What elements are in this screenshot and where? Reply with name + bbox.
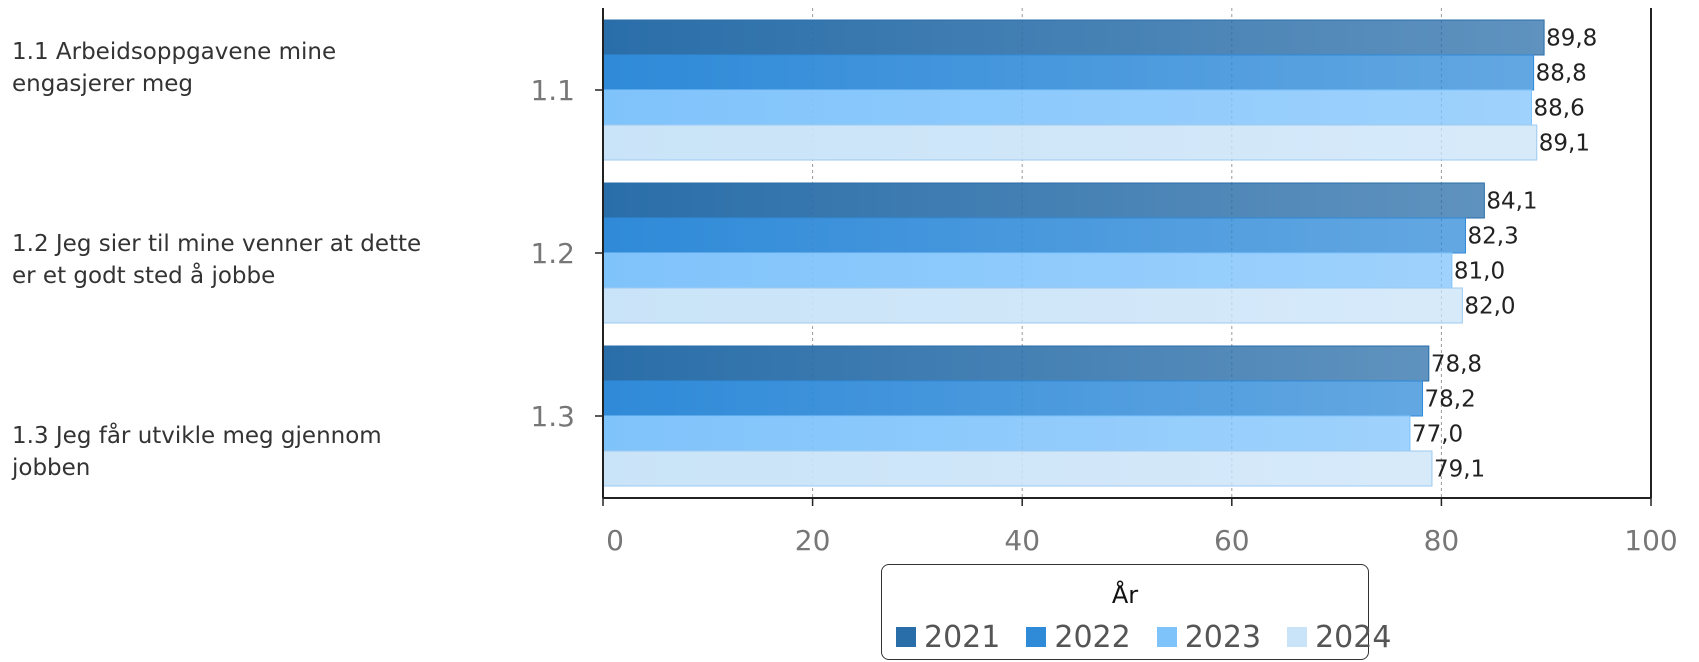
value-label-1.3-2021: 78,8: [1431, 352, 1482, 378]
x-tick-80: 80: [1424, 524, 1460, 557]
value-label-1.1-2024: 89,1: [1539, 131, 1590, 157]
legend-items: 2021 2022 2023 2024: [896, 617, 1391, 657]
value-label-1.1-2021: 89,8: [1546, 26, 1597, 52]
x-tick-0: 0: [606, 524, 624, 557]
x-tick-40: 40: [1004, 524, 1040, 557]
legend-item-2023: 2023: [1156, 619, 1262, 655]
question-labels: 1.1 Arbeidsoppgavene mine engasjerer meg…: [0, 0, 480, 662]
value-label-1.2-2023: 81,0: [1454, 259, 1505, 285]
bar-1.3-2024: [602, 450, 1433, 487]
category-label-1.1: 1.1: [530, 74, 575, 107]
category-label-1.2: 1.2: [530, 237, 575, 270]
legend-item-2021: 2021: [896, 620, 1000, 655]
bar-1.2-2021: [602, 182, 1485, 219]
value-label-1.2-2024: 82,0: [1464, 294, 1515, 320]
bar-1.1-2021: [602, 19, 1545, 56]
bars: [602, 19, 1545, 487]
value-label-1.2-2021: 84,1: [1486, 189, 1537, 215]
bar-1.3-2021: [602, 345, 1430, 382]
question-label-1-1: 1.1 Arbeidsoppgavene mine engasjerer meg: [12, 39, 337, 97]
legend-swatch-2023: [1156, 627, 1177, 647]
bar-1.2-2024: [602, 287, 1463, 324]
legend-label-2024: 2024: [1315, 619, 1392, 655]
legend-label-2022: 2022: [1054, 619, 1131, 655]
value-label-1.3-2022: 78,2: [1425, 387, 1476, 413]
axes: [595, 8, 1652, 506]
legend-swatch-2022: [1026, 627, 1047, 647]
bar-1.2-2022: [602, 217, 1467, 254]
legend-item-2024: 2024: [1287, 620, 1391, 655]
category-label-1.3: 1.3: [530, 400, 575, 433]
bar-1.2-2023: [602, 252, 1453, 289]
bar-1.3-2023: [602, 415, 1411, 452]
legend-label-2023: 2023: [1184, 619, 1262, 655]
category-labels: 1.1 1.2 1.3: [530, 74, 575, 433]
bar-1.1-2022: [602, 54, 1535, 91]
bar-1.1-2023: [602, 89, 1533, 126]
x-tick-20: 20: [795, 524, 831, 557]
x-tick-labels: 0 20 40 60 80 100: [606, 524, 1678, 557]
value-label-1.1-2022: 88,8: [1536, 61, 1587, 87]
x-tick-100: 100: [1624, 524, 1677, 557]
legend: År 2021 2022 2023 2024: [881, 564, 1391, 660]
legend-title: År: [1111, 581, 1139, 609]
value-labels: 89,8 88,8 88,6 89,1 84,1 82,3 81,0 82,0 78,8 78,2…: [1412, 26, 1597, 483]
question-label-1-2: 1.2 Jeg sier til mine venner at dette er…: [12, 231, 422, 289]
value-label-1.3-2023: 77,0: [1412, 422, 1463, 448]
bar-1.1-2024: [602, 124, 1538, 161]
value-label-1.1-2023: 88,6: [1534, 96, 1585, 122]
legend-swatch-2024: [1287, 627, 1308, 647]
legend-label-2021: 2021: [924, 619, 1001, 655]
value-label-1.3-2024: 79,1: [1434, 457, 1485, 483]
x-tick-60: 60: [1214, 524, 1250, 557]
legend-swatch-2021: [896, 627, 916, 647]
bar-1.3-2022: [602, 380, 1424, 417]
value-label-1.2-2022: 82,3: [1468, 224, 1519, 250]
question-label-1-3: 1.3 Jeg får utvikle meg gjennom jobben: [12, 423, 382, 481]
legend-item-2022: 2022: [1026, 619, 1131, 655]
